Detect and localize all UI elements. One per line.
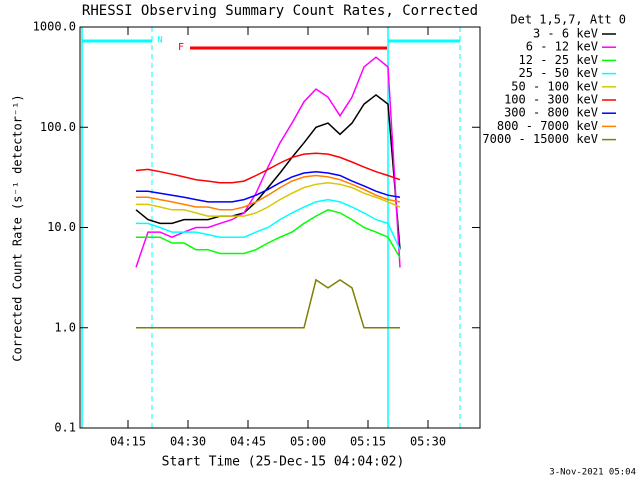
series-line	[135, 56, 401, 268]
chart-title: RHESSI Observing Summary Count Rates, Co…	[82, 3, 478, 19]
x-tick-label: 04:30	[170, 435, 206, 449]
x-tick-label: 04:15	[110, 435, 146, 449]
annotation: F	[178, 42, 184, 53]
legend-label: 100 - 300 keV	[504, 93, 598, 107]
x-tick-label: 04:45	[230, 435, 266, 449]
y-tick-label: 1000.0	[33, 20, 76, 34]
series-line	[136, 174, 401, 211]
y-tick-label: 10.0	[47, 220, 76, 234]
series-line	[136, 209, 401, 259]
legend-label: 6 - 12 keV	[526, 40, 598, 54]
series-line	[136, 181, 401, 217]
y-tick-label: 1.0	[54, 320, 76, 334]
x-tick-label: 05:30	[410, 435, 446, 449]
legend-label: 12 - 25 keV	[519, 53, 598, 67]
legend-label: 7000 - 15000 keV	[482, 132, 598, 146]
annotation: N	[157, 36, 162, 46]
legend-label: 300 - 800 keV	[504, 106, 598, 120]
series-line	[136, 170, 401, 203]
x-tick-label: 05:15	[350, 435, 386, 449]
x-axis-label: Start Time (25-Dec-15 04:04:02)	[162, 455, 405, 470]
series-line	[136, 198, 401, 251]
legend-label: 25 - 50 keV	[519, 66, 598, 80]
y-axis-label: Corrected Count Rate (s⁻¹ detector⁻¹)	[11, 94, 25, 361]
y-tick-label: 100.0	[40, 120, 76, 134]
timestamp: 3-Nov-2021 05:04	[549, 468, 636, 478]
x-tick-label: 05:00	[290, 435, 326, 449]
legend-label: 3 - 6 keV	[533, 27, 598, 41]
series-line	[135, 93, 401, 250]
series-line	[135, 152, 401, 184]
legend-label: 800 - 7000 keV	[497, 119, 598, 133]
legend-label: 50 - 100 keV	[511, 79, 598, 93]
series-line	[136, 278, 400, 329]
y-tick-label: 0.1	[54, 421, 76, 435]
legend-title: Det 1,5,7, Att 0	[510, 13, 626, 27]
